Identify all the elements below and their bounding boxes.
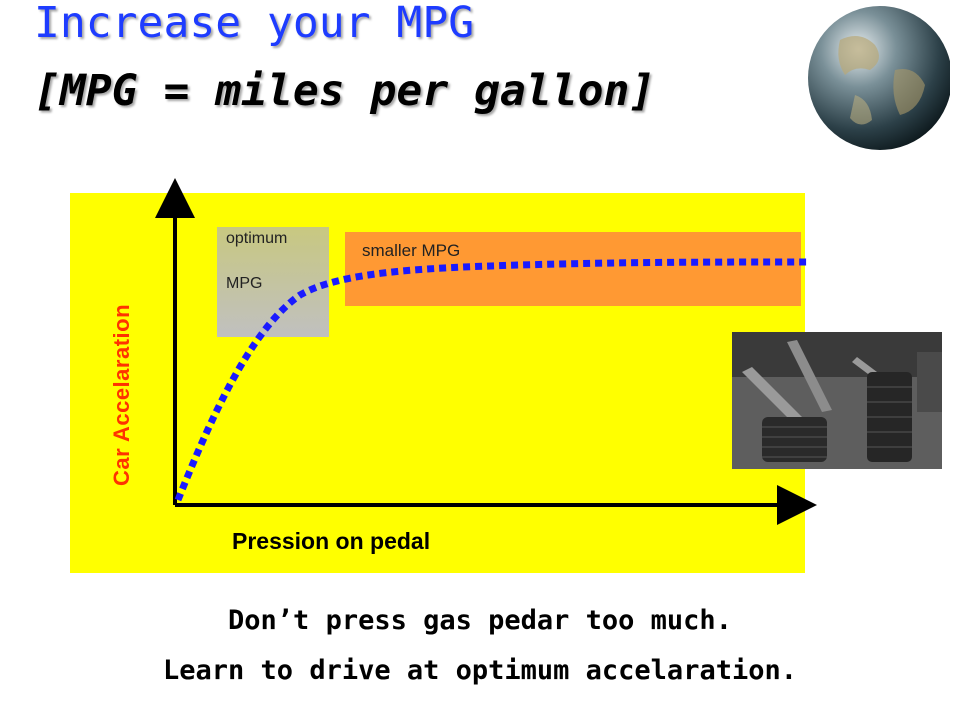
title-line-2: [MPG = miles per gallon] (34, 66, 656, 116)
caption-line-1: Don’t press gas pedar too much. (228, 605, 732, 636)
acceleration-curve (174, 258, 809, 502)
title-line-1: Increase your MPG (34, 0, 475, 48)
optimum-mpg-label: MPG (226, 275, 263, 292)
x-axis-label: Pression on pedal (232, 528, 431, 554)
caption-line-2: Learn to drive at optimum accelaration. (163, 655, 797, 686)
car-pedals-photo (732, 332, 942, 469)
y-axis-label: Car Accelaration (109, 303, 134, 487)
optimum-label: optimum (226, 230, 288, 247)
globe-image (808, 6, 950, 150)
smaller-mpg-label: smaller MPG (362, 241, 461, 260)
